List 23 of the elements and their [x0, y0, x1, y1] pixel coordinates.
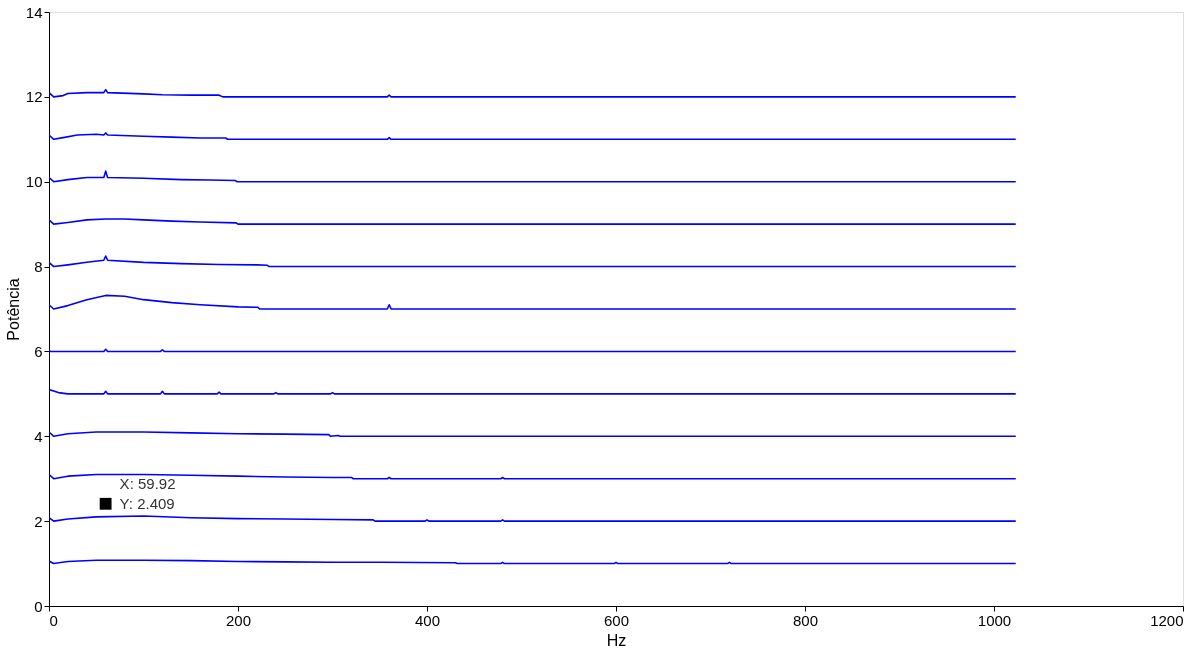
y-tick-label: 0 — [34, 597, 43, 615]
line-series — [49, 294, 1017, 310]
y-tick-label: 2 — [34, 512, 43, 530]
y-axis-title: Potência — [4, 278, 22, 341]
x-tick-label: 1000 — [977, 611, 1012, 629]
x-tick-label: 200 — [225, 611, 252, 629]
annotation: X: 59.92 Y: 2.409 — [119, 474, 176, 512]
x-tick-label: 400 — [414, 611, 441, 629]
line-series — [49, 170, 1017, 183]
line-series — [49, 88, 1017, 98]
x-axis-title: Hz — [606, 631, 627, 649]
x-tick-label: 0 — [49, 611, 58, 629]
y-tick-label: 6 — [34, 342, 43, 360]
x-tick-label: 800 — [792, 611, 819, 629]
x-tick-label: 1200 — [1150, 611, 1184, 629]
x-tick-label: 600 — [603, 611, 630, 629]
line-series — [49, 255, 1017, 268]
line-series — [49, 132, 1017, 141]
y-tick-label: 10 — [25, 173, 43, 191]
y-tick-label: 4 — [34, 427, 43, 445]
y-tick-label: 14 — [25, 3, 43, 21]
y-tick-label: 8 — [34, 258, 43, 276]
y-tick-label: 12 — [25, 88, 43, 106]
